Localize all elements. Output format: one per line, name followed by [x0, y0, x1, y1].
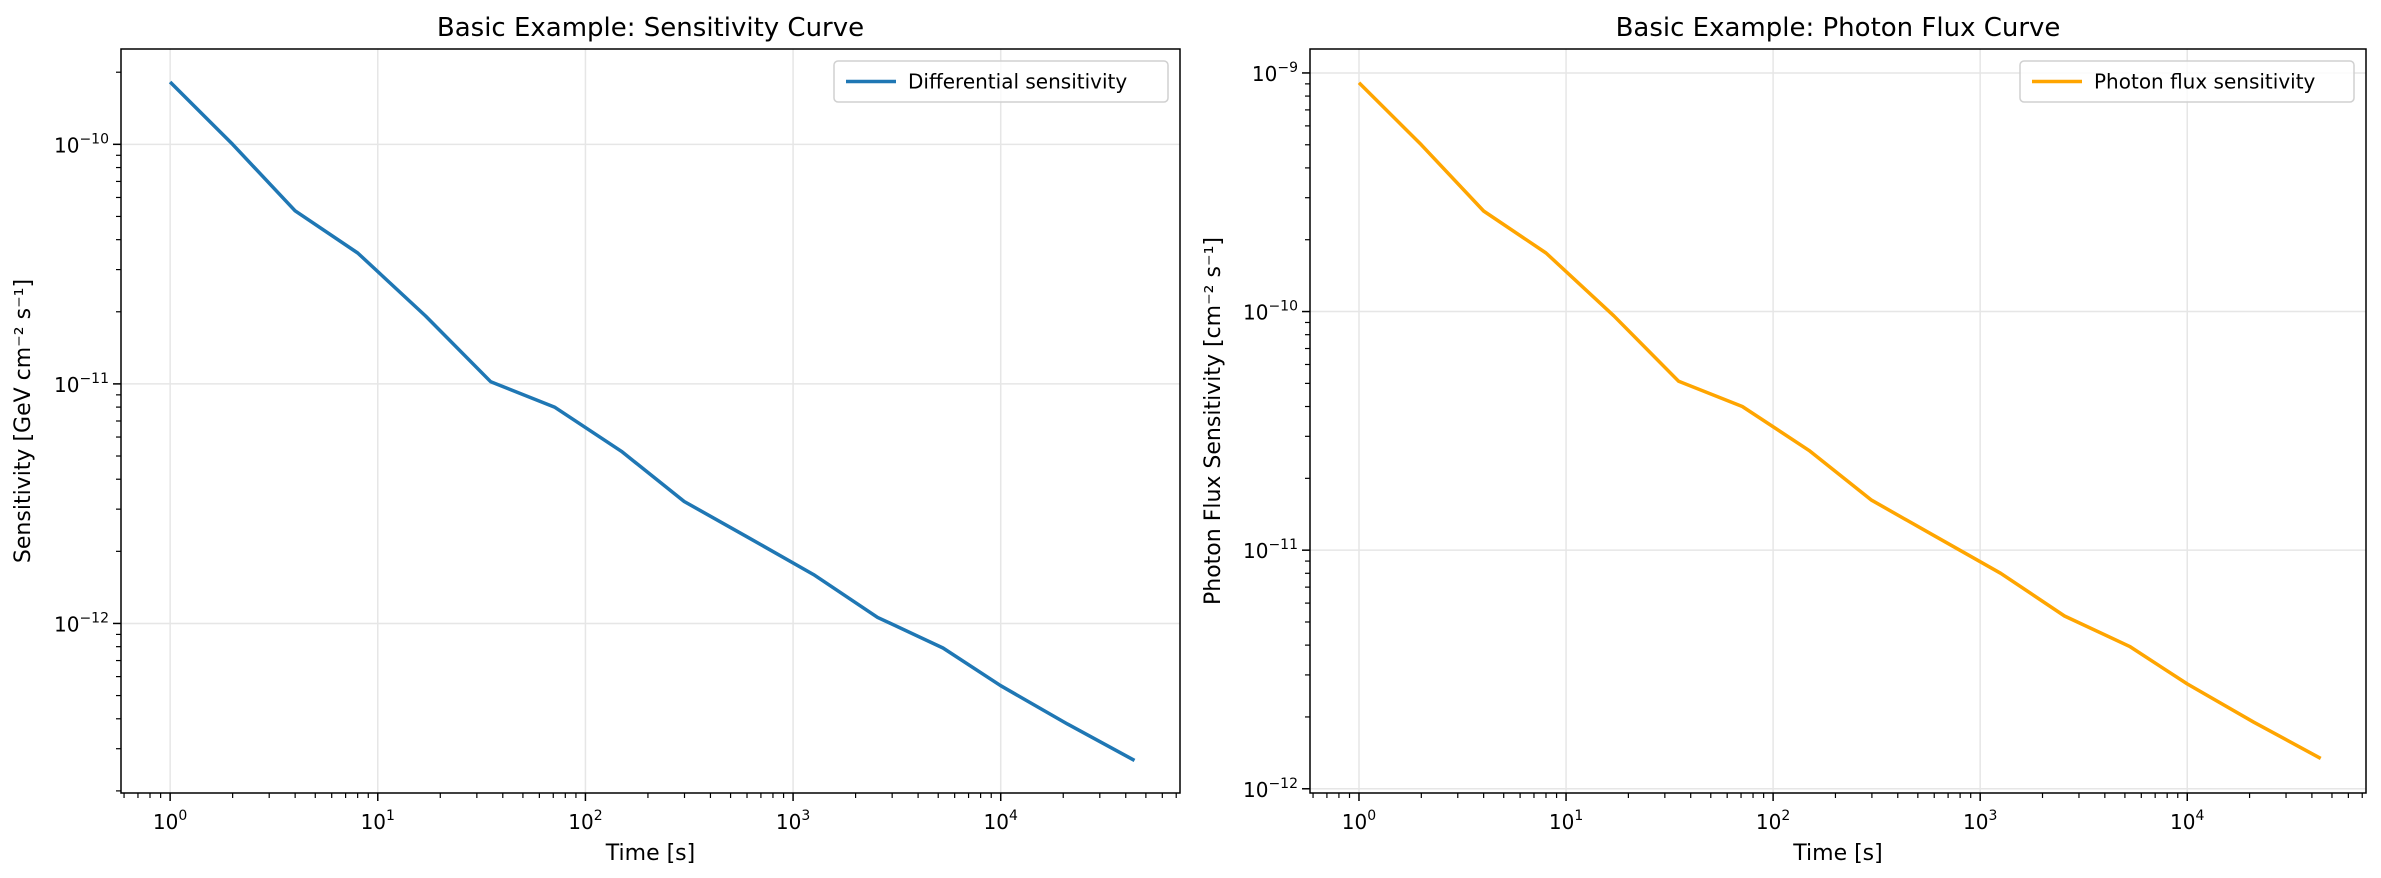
chart-2: 100 101 102 103 104 10−12 10−11 10−10 10−9 Basic … [1201, 13, 2367, 866]
x-tick-label: 101 [1549, 808, 1583, 834]
x-tick-label: 103 [1963, 808, 1997, 834]
chart-title: Basic Example: Photon Flux Curve [1616, 13, 2061, 43]
x-tick-label: 101 [361, 808, 395, 834]
y-tick-label: 10−10 [1243, 299, 1298, 325]
y-tick-label: 10−9 [1252, 60, 1298, 86]
axes-frame [120, 48, 1181, 794]
y-tick-label: 10−11 [1243, 537, 1298, 563]
y-tick-label: 10−11 [54, 371, 109, 397]
axes-frame [1309, 48, 2367, 794]
y-tick-label: 10−12 [1243, 776, 1298, 802]
x-axis-label: Time [s] [605, 841, 695, 866]
chart-1: 100 101 102 103 104 10−12 10−11 10−10 Basic Exam… [11, 13, 1181, 866]
legend-label: Differential sensitivity [908, 70, 1127, 94]
series-line [1357, 81, 2322, 760]
legend: Photon flux sensitivity [2019, 60, 2355, 103]
legend-label: Photon flux sensitivity [2094, 70, 2316, 94]
y-tick-label: 10−12 [54, 610, 109, 636]
y-axis-label: Photon Flux Sensitivity [cm⁻² s⁻¹] [1201, 237, 1226, 605]
chart-title: Basic Example: Sensitivity Curve [437, 13, 864, 43]
x-tick-label: 103 [776, 808, 810, 834]
series-line [168, 80, 1136, 762]
y-axis-label: Sensitivity [GeV cm⁻² s⁻¹] [11, 279, 36, 563]
legend: Differential sensitivity [833, 60, 1169, 103]
x-tick-label: 100 [153, 808, 187, 834]
y-tick-label: 10−10 [54, 131, 109, 157]
x-axis-label: Time [s] [1792, 841, 1882, 866]
x-tick-label: 102 [1756, 808, 1790, 834]
x-tick-label: 104 [2170, 808, 2204, 834]
x-tick-label: 104 [984, 808, 1018, 834]
legend-box [2019, 60, 2355, 103]
legend-box [833, 60, 1169, 103]
x-tick-label: 102 [568, 808, 602, 834]
x-tick-label: 100 [1342, 808, 1376, 834]
